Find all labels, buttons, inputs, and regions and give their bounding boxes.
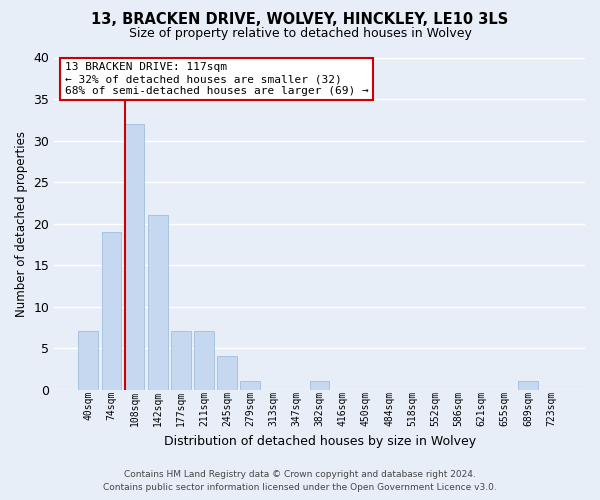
X-axis label: Distribution of detached houses by size in Wolvey: Distribution of detached houses by size … (164, 434, 476, 448)
Text: 13, BRACKEN DRIVE, WOLVEY, HINCKLEY, LE10 3LS: 13, BRACKEN DRIVE, WOLVEY, HINCKLEY, LE1… (91, 12, 509, 28)
Bar (171, 332, 191, 390)
Bar (79, 332, 98, 390)
Text: Size of property relative to detached houses in Wolvey: Size of property relative to detached ho… (128, 28, 472, 40)
Bar (518, 381, 538, 390)
Y-axis label: Number of detached properties: Number of detached properties (15, 130, 28, 316)
Bar (101, 232, 121, 390)
Bar (148, 215, 167, 390)
Text: 13 BRACKEN DRIVE: 117sqm
← 32% of detached houses are smaller (32)
68% of semi-d: 13 BRACKEN DRIVE: 117sqm ← 32% of detach… (65, 62, 368, 96)
Bar (125, 124, 145, 390)
Bar (241, 381, 260, 390)
Bar (310, 381, 329, 390)
Text: Contains HM Land Registry data © Crown copyright and database right 2024.
Contai: Contains HM Land Registry data © Crown c… (103, 470, 497, 492)
Bar (194, 332, 214, 390)
Bar (217, 356, 237, 390)
